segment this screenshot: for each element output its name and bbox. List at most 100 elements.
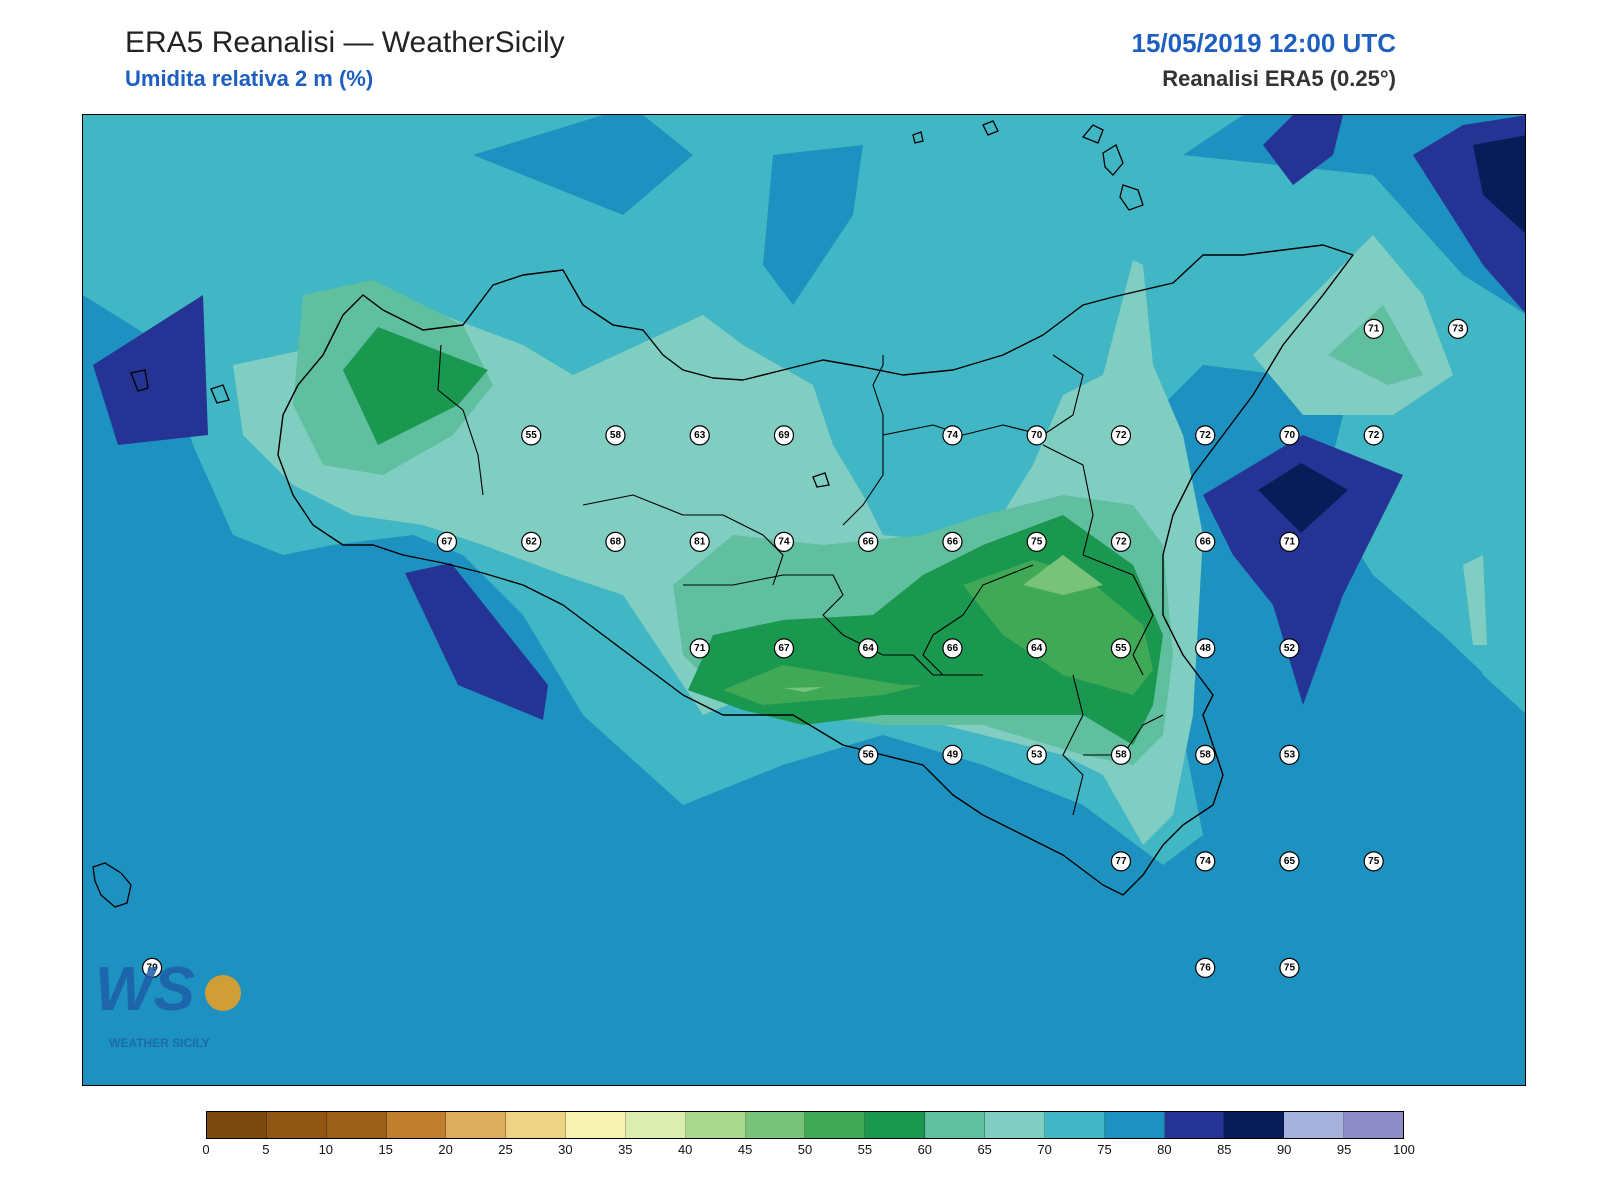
observation-value: 72 (1368, 430, 1380, 441)
observation-circle (773, 425, 795, 446)
colorbar-segment (1164, 1112, 1225, 1138)
observation-value: 74 (947, 430, 959, 441)
observation-value: 56 (863, 749, 875, 760)
observation-marker: 58 (1195, 744, 1216, 765)
contour-band-75-80 (473, 115, 693, 215)
province-borders (437, 344, 1164, 816)
observation-marker: 73 (1447, 318, 1469, 339)
observation-marker: 65 (1279, 851, 1300, 872)
colorbar-tick-label: 95 (1336, 1142, 1352, 1157)
observation-circle (1363, 318, 1384, 339)
observation-marker: 64 (858, 638, 879, 659)
observation-circle (773, 531, 795, 552)
observation-value: 53 (1284, 749, 1296, 760)
observation-circle (1279, 851, 1300, 872)
observation-circle (1026, 638, 1047, 659)
colorbar-tick-label: 80 (1157, 1142, 1172, 1157)
observation-value: 75 (1031, 536, 1043, 547)
colorbar-tick-label: 70 (1037, 1142, 1052, 1157)
observation-marker: 53 (1279, 744, 1300, 765)
observation-value: 64 (863, 643, 875, 654)
colorbar-tick-label: 100 (1393, 1142, 1415, 1157)
colorbar-tick-label: 25 (498, 1142, 513, 1157)
observation-value: 68 (610, 536, 622, 547)
observation-marker: 49 (942, 744, 963, 765)
observation-circle (1195, 957, 1216, 978)
observation-value: 64 (1031, 643, 1043, 654)
observation-marker: 72 (1363, 425, 1384, 446)
observation-circle (1026, 425, 1047, 446)
observation-circle (942, 638, 963, 659)
province-border (882, 354, 1084, 436)
colorbar-tick-label: 20 (438, 1142, 453, 1157)
observation-value: 70 (1284, 430, 1296, 441)
island-outline (130, 369, 149, 392)
colorbar-segment (326, 1112, 387, 1138)
observation-value: 73 (1452, 323, 1464, 334)
observation-marker: 71 (689, 638, 710, 659)
colorbar-tick-label: 90 (1276, 1142, 1292, 1157)
province-border (922, 564, 1034, 676)
province-border (582, 494, 784, 586)
colorbar-tick-label: 0 (202, 1142, 210, 1157)
observation-marker: 72 (1110, 531, 1132, 552)
observation-value: 76 (1200, 962, 1212, 973)
observation-value: 66 (1200, 536, 1212, 547)
sicily-coastline (277, 244, 1354, 896)
province-border (1042, 444, 1094, 556)
observation-marker: 70 (1026, 425, 1047, 446)
observation-value: 66 (947, 536, 959, 547)
humidity-colorbar (206, 1111, 1404, 1139)
observation-circle (1195, 851, 1216, 872)
observation-marker: 67 (436, 531, 458, 552)
observation-marker: 62 (521, 531, 542, 552)
observation-marker: 70 (1279, 425, 1300, 446)
colorbar-ticks: 0 5 10 15 20 25 30 35 40 45 50 55 60 65 70 75 80 85 90 95 10… (202, 1142, 1414, 1162)
island-outline (982, 120, 999, 136)
observation-circle (605, 425, 626, 446)
province-border (1062, 674, 1084, 816)
observation-circle (141, 957, 163, 978)
observation-circle (1363, 425, 1384, 446)
observation-marker: 66 (942, 638, 963, 659)
colorbar-segment (1224, 1112, 1285, 1138)
colorbar-segment (925, 1112, 985, 1138)
colorbar-segment (566, 1112, 626, 1138)
observation-value: 75 (1368, 856, 1380, 867)
contour-band-55-60 (343, 327, 488, 445)
observation-value: 74 (1200, 856, 1212, 867)
observation-circle (858, 744, 879, 765)
observation-marker: 63 (689, 425, 710, 446)
observation-circle (1279, 531, 1300, 552)
observation-value: 52 (1284, 643, 1296, 654)
observation-value: 55 (1115, 643, 1127, 654)
observation-marker: 75 (1363, 851, 1384, 872)
observation-circle (605, 531, 626, 552)
observation-marker: 79 (141, 957, 163, 978)
observation-value: 49 (947, 749, 959, 760)
observation-value: 81 (694, 536, 706, 547)
observation-value: 71 (694, 643, 706, 654)
observation-value: 77 (1115, 856, 1127, 867)
island-outline (92, 862, 132, 908)
colorbar-segment (625, 1112, 686, 1138)
observation-circle (1110, 425, 1132, 446)
observation-marker: 53 (1026, 744, 1047, 765)
contour-band-45-50 (783, 687, 823, 692)
colorbar-tick-label: 35 (618, 1142, 633, 1157)
map-title: ERA5 Reanalisi — WeatherSicily (125, 26, 565, 59)
colorbar-tick-label: 15 (378, 1142, 393, 1157)
contour-band-75-80 (763, 145, 863, 305)
logo-ws-mark: WS (95, 955, 195, 1024)
observation-circle (942, 744, 963, 765)
colorbar-tick-label: 85 (1217, 1142, 1232, 1157)
observation-circle (1279, 425, 1300, 446)
weathersicily-logo: WS WEATHER SICILY (95, 955, 241, 1050)
contour-band-80-85 (1263, 115, 1343, 185)
observation-circle (1195, 531, 1216, 552)
colorbar-tick-label: 30 (558, 1142, 573, 1157)
island-outline (812, 472, 830, 488)
colorbar-segment (446, 1112, 507, 1138)
contour-band-80-85 (1203, 435, 1403, 705)
observation-value: 48 (1200, 643, 1212, 654)
